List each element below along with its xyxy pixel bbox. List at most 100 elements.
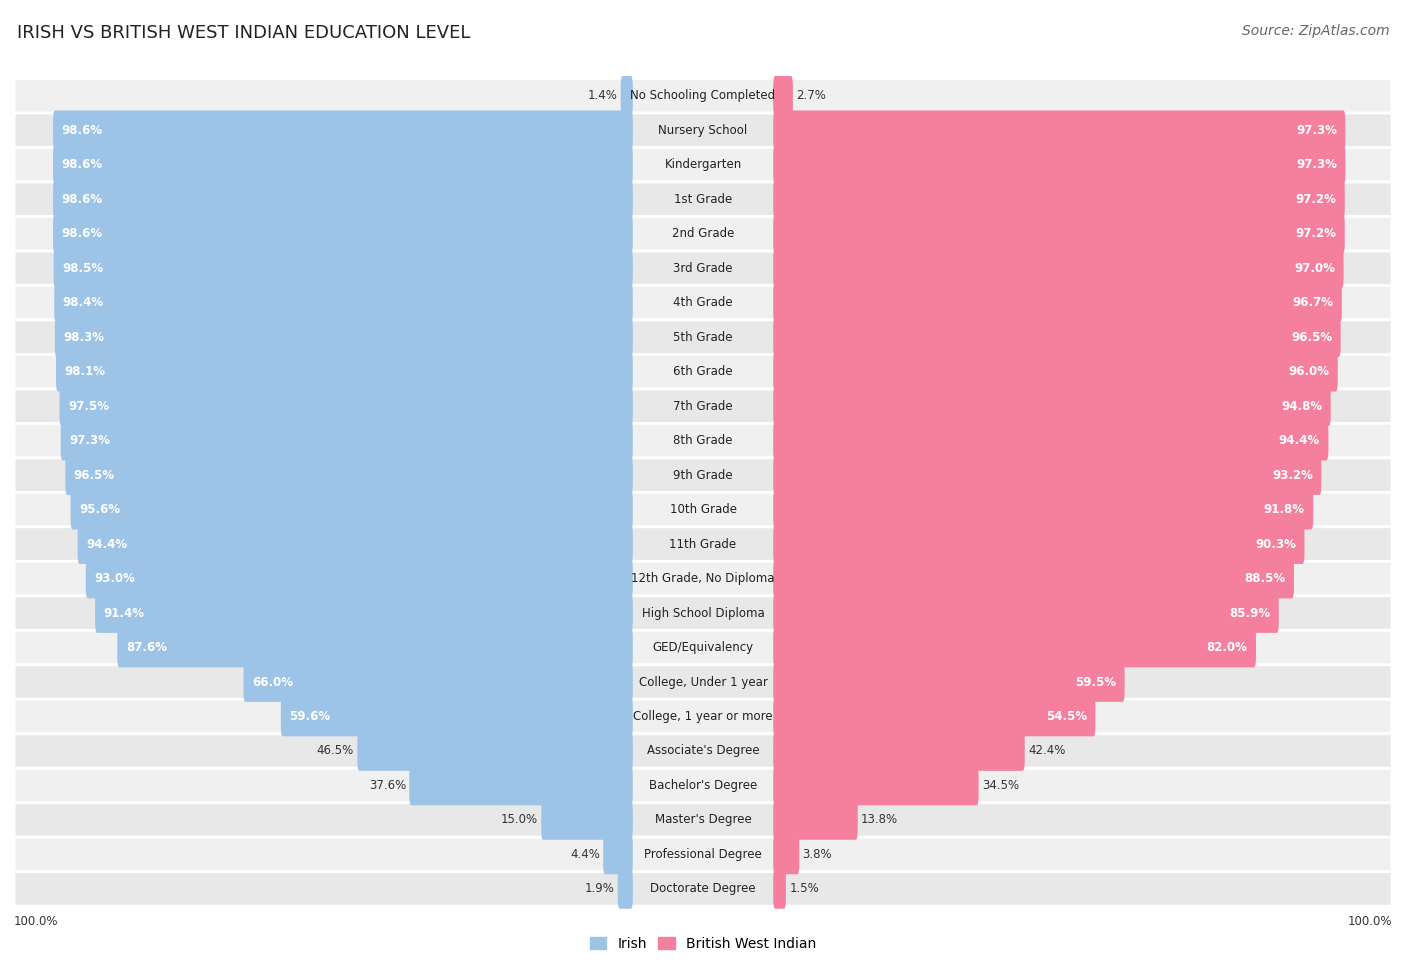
FancyBboxPatch shape bbox=[773, 628, 1256, 667]
Text: 88.5%: 88.5% bbox=[1244, 572, 1285, 585]
Text: Source: ZipAtlas.com: Source: ZipAtlas.com bbox=[1241, 24, 1389, 38]
FancyBboxPatch shape bbox=[14, 562, 1392, 596]
Text: IRISH VS BRITISH WEST INDIAN EDUCATION LEVEL: IRISH VS BRITISH WEST INDIAN EDUCATION L… bbox=[17, 24, 470, 42]
FancyBboxPatch shape bbox=[56, 352, 633, 392]
Text: Nursery School: Nursery School bbox=[658, 124, 748, 136]
Text: Associate's Degree: Associate's Degree bbox=[647, 745, 759, 758]
Text: 97.3%: 97.3% bbox=[1296, 158, 1337, 172]
Text: 13.8%: 13.8% bbox=[860, 813, 898, 827]
FancyBboxPatch shape bbox=[53, 179, 633, 219]
FancyBboxPatch shape bbox=[773, 179, 1344, 219]
Text: 6th Grade: 6th Grade bbox=[673, 366, 733, 378]
FancyBboxPatch shape bbox=[14, 79, 1392, 113]
FancyBboxPatch shape bbox=[14, 216, 1392, 251]
Text: 98.6%: 98.6% bbox=[62, 193, 103, 206]
Text: 66.0%: 66.0% bbox=[252, 676, 292, 688]
Text: 2.7%: 2.7% bbox=[796, 90, 827, 102]
Text: 97.3%: 97.3% bbox=[69, 434, 110, 448]
FancyBboxPatch shape bbox=[14, 182, 1392, 216]
FancyBboxPatch shape bbox=[14, 423, 1392, 458]
FancyBboxPatch shape bbox=[243, 662, 633, 702]
FancyBboxPatch shape bbox=[14, 802, 1392, 838]
FancyBboxPatch shape bbox=[773, 697, 1095, 736]
Text: 34.5%: 34.5% bbox=[981, 779, 1019, 792]
FancyBboxPatch shape bbox=[14, 251, 1392, 286]
FancyBboxPatch shape bbox=[14, 838, 1392, 872]
Text: 91.8%: 91.8% bbox=[1264, 503, 1305, 516]
FancyBboxPatch shape bbox=[773, 559, 1294, 599]
FancyBboxPatch shape bbox=[541, 800, 633, 839]
FancyBboxPatch shape bbox=[773, 352, 1337, 392]
FancyBboxPatch shape bbox=[773, 525, 1305, 564]
FancyBboxPatch shape bbox=[773, 145, 1346, 184]
FancyBboxPatch shape bbox=[14, 872, 1392, 906]
Text: 98.3%: 98.3% bbox=[63, 331, 104, 344]
FancyBboxPatch shape bbox=[14, 699, 1392, 734]
FancyBboxPatch shape bbox=[773, 489, 1313, 529]
Text: 97.3%: 97.3% bbox=[1296, 124, 1337, 136]
Legend: Irish, British West Indian: Irish, British West Indian bbox=[585, 931, 821, 956]
Text: 95.6%: 95.6% bbox=[79, 503, 121, 516]
FancyBboxPatch shape bbox=[14, 355, 1392, 389]
Text: 94.4%: 94.4% bbox=[1278, 434, 1320, 448]
FancyBboxPatch shape bbox=[55, 283, 633, 323]
FancyBboxPatch shape bbox=[773, 731, 1025, 771]
FancyBboxPatch shape bbox=[14, 492, 1392, 526]
FancyBboxPatch shape bbox=[603, 835, 633, 875]
Text: 96.0%: 96.0% bbox=[1288, 366, 1329, 378]
FancyBboxPatch shape bbox=[14, 147, 1392, 182]
Text: 98.6%: 98.6% bbox=[62, 227, 103, 240]
Text: 12th Grade, No Diploma: 12th Grade, No Diploma bbox=[631, 572, 775, 585]
Text: 3rd Grade: 3rd Grade bbox=[673, 261, 733, 275]
Text: 42.4%: 42.4% bbox=[1028, 745, 1066, 758]
Text: 9th Grade: 9th Grade bbox=[673, 469, 733, 482]
Text: 1.9%: 1.9% bbox=[585, 882, 614, 895]
Text: 1st Grade: 1st Grade bbox=[673, 193, 733, 206]
Text: 46.5%: 46.5% bbox=[316, 745, 354, 758]
Text: 37.6%: 37.6% bbox=[368, 779, 406, 792]
Text: 97.0%: 97.0% bbox=[1294, 261, 1336, 275]
Text: 5th Grade: 5th Grade bbox=[673, 331, 733, 344]
Text: 96.5%: 96.5% bbox=[1291, 331, 1331, 344]
FancyBboxPatch shape bbox=[70, 489, 633, 529]
Text: 93.2%: 93.2% bbox=[1272, 469, 1313, 482]
Text: 100.0%: 100.0% bbox=[14, 915, 59, 928]
Text: No Schooling Completed: No Schooling Completed bbox=[630, 90, 776, 102]
Text: 94.8%: 94.8% bbox=[1281, 400, 1322, 412]
FancyBboxPatch shape bbox=[773, 386, 1330, 426]
Text: 93.0%: 93.0% bbox=[94, 572, 135, 585]
Text: 54.5%: 54.5% bbox=[1046, 710, 1087, 723]
FancyBboxPatch shape bbox=[773, 214, 1344, 254]
Text: 1.5%: 1.5% bbox=[789, 882, 818, 895]
FancyBboxPatch shape bbox=[14, 113, 1392, 147]
FancyBboxPatch shape bbox=[117, 628, 633, 667]
Text: 94.4%: 94.4% bbox=[86, 537, 128, 551]
FancyBboxPatch shape bbox=[773, 110, 1346, 150]
FancyBboxPatch shape bbox=[357, 731, 633, 771]
Text: Professional Degree: Professional Degree bbox=[644, 848, 762, 861]
Text: College, 1 year or more: College, 1 year or more bbox=[633, 710, 773, 723]
Text: 97.5%: 97.5% bbox=[67, 400, 110, 412]
FancyBboxPatch shape bbox=[617, 869, 633, 909]
FancyBboxPatch shape bbox=[65, 455, 633, 495]
Text: 2nd Grade: 2nd Grade bbox=[672, 227, 734, 240]
FancyBboxPatch shape bbox=[86, 559, 633, 599]
FancyBboxPatch shape bbox=[53, 214, 633, 254]
Text: 98.4%: 98.4% bbox=[63, 296, 104, 309]
Text: 98.1%: 98.1% bbox=[65, 366, 105, 378]
Text: 91.4%: 91.4% bbox=[104, 606, 145, 619]
Text: 82.0%: 82.0% bbox=[1206, 641, 1247, 654]
Text: 10th Grade: 10th Grade bbox=[669, 503, 737, 516]
Text: High School Diploma: High School Diploma bbox=[641, 606, 765, 619]
FancyBboxPatch shape bbox=[773, 318, 1341, 357]
Text: 3.8%: 3.8% bbox=[803, 848, 832, 861]
Text: 98.6%: 98.6% bbox=[62, 124, 103, 136]
FancyBboxPatch shape bbox=[14, 596, 1392, 630]
FancyBboxPatch shape bbox=[14, 630, 1392, 665]
FancyBboxPatch shape bbox=[773, 662, 1125, 702]
Text: 59.6%: 59.6% bbox=[290, 710, 330, 723]
Text: 96.5%: 96.5% bbox=[75, 469, 115, 482]
FancyBboxPatch shape bbox=[773, 455, 1322, 495]
Text: 15.0%: 15.0% bbox=[501, 813, 538, 827]
FancyBboxPatch shape bbox=[773, 283, 1341, 323]
